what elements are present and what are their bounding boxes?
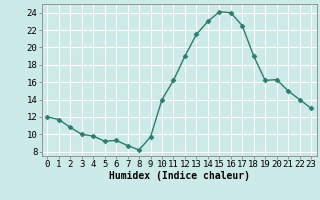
X-axis label: Humidex (Indice chaleur): Humidex (Indice chaleur) (109, 171, 250, 181)
